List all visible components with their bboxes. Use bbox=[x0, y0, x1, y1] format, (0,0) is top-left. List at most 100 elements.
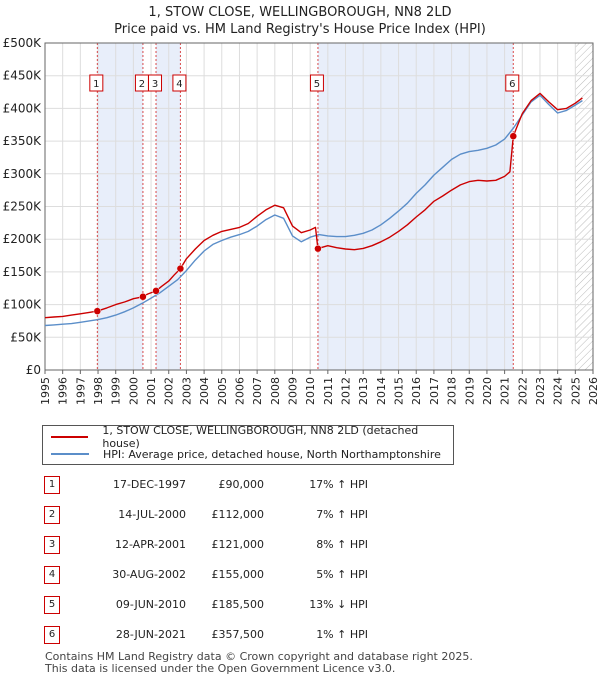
sale-hpi-diff: 1% ↑ HPI bbox=[316, 628, 368, 641]
x-tick-label: 1997 bbox=[74, 377, 87, 405]
sale-price: £155,000 bbox=[211, 568, 265, 581]
sale-label-frame bbox=[505, 74, 520, 92]
x-tick-label: 2016 bbox=[410, 377, 423, 405]
x-tick-label: 2021 bbox=[499, 377, 512, 405]
y-tick-label: £400K bbox=[3, 101, 43, 115]
sale-label-box: 3 bbox=[148, 74, 163, 92]
x-tick-label: 2001 bbox=[145, 377, 158, 405]
x-tick-label: 2009 bbox=[286, 377, 299, 405]
footer-licence: This data is licensed under the Open Gov… bbox=[45, 662, 396, 675]
y-tick-label: £150K bbox=[3, 265, 43, 279]
sale-number-badge: 6 bbox=[44, 626, 60, 644]
x-tick-label: 2005 bbox=[216, 377, 229, 405]
sale-label-number: 6 bbox=[509, 79, 515, 90]
chart-area: 1 2 3 4 5 6£0£50K£100K£150K£200K£250K£300K£35… bbox=[3, 36, 600, 405]
x-tick-label: 2024 bbox=[552, 377, 565, 405]
x-tick-label: 2008 bbox=[269, 377, 282, 405]
x-tick-label: 2007 bbox=[251, 377, 264, 405]
x-tick-label: 1998 bbox=[92, 377, 105, 405]
x-tick-label: 2015 bbox=[393, 377, 406, 405]
x-tick-label: 2019 bbox=[463, 377, 476, 405]
x-tick-label: 2006 bbox=[233, 377, 246, 405]
sale-number-badge: 5 bbox=[44, 596, 60, 614]
x-tick-label: 2010 bbox=[304, 377, 317, 405]
plot-border bbox=[44, 42, 594, 371]
x-tick-label: 2014 bbox=[375, 377, 388, 405]
sale-date: 17-DEC-1997 bbox=[112, 478, 186, 491]
y-tick-label: £50K bbox=[10, 330, 42, 344]
chart-title: 1, STOW CLOSE, WELLINGBOROUGH, NN8 2LD bbox=[148, 5, 452, 20]
y-tick-label: £250K bbox=[3, 200, 43, 214]
sale-hpi-diff: 17% ↑ HPI bbox=[309, 478, 368, 491]
sale-point bbox=[93, 307, 102, 315]
x-tick-label: 2023 bbox=[534, 377, 547, 405]
x-tick-label: 2011 bbox=[322, 377, 335, 405]
sale-label-number: 5 bbox=[314, 79, 320, 90]
sale-label-box: 2 bbox=[134, 74, 149, 92]
sale-point bbox=[509, 132, 518, 140]
x-tick-label: 2012 bbox=[340, 377, 353, 405]
sale-row: 1 17-DEC-1997 £90,000 17% ↑ HPI bbox=[42, 475, 442, 495]
sale-label-box: 4 bbox=[172, 74, 187, 92]
legend-label-hpi: HPI: Average price, detached house, Nort… bbox=[103, 447, 441, 461]
sale-label-number: 3 bbox=[152, 79, 158, 90]
sale-label-box: 1 bbox=[89, 74, 104, 92]
y-tick-label: £100K bbox=[3, 298, 43, 312]
sale-row: 3 12-APR-2001 £121,000 8% ↑ HPI bbox=[42, 535, 442, 555]
sale-number-badge: 4 bbox=[44, 566, 60, 584]
sale-price: £357,500 bbox=[211, 628, 265, 641]
sale-date: 09-JUN-2010 bbox=[115, 598, 186, 611]
legend-item-hpi: HPI: Average price, detached house, Nort… bbox=[51, 446, 441, 462]
sale-date: 14-JUL-2000 bbox=[118, 508, 186, 521]
legend-swatch-price bbox=[51, 436, 89, 438]
y-tick-label: £450K bbox=[3, 69, 43, 83]
x-tick-label: 2017 bbox=[428, 377, 441, 405]
y-tick-label: £0 bbox=[26, 363, 41, 377]
legend: 1, STOW CLOSE, WELLINGBOROUGH, NN8 2LD (… bbox=[42, 424, 454, 465]
sale-label-number: 1 bbox=[93, 79, 99, 90]
sale-price: £90,000 bbox=[218, 478, 265, 491]
sale-label-box: 5 bbox=[309, 74, 324, 92]
sale-hpi-diff: 8% ↑ HPI bbox=[316, 538, 368, 551]
y-tick-label: £500K bbox=[3, 36, 43, 50]
sale-label-number: 2 bbox=[139, 79, 145, 90]
sale-label-frame bbox=[148, 74, 163, 92]
chart-subtitle: Price paid vs. HM Land Registry's House … bbox=[114, 22, 486, 37]
sale-hpi-diff: 13% ↓ HPI bbox=[309, 598, 368, 611]
hpi-line bbox=[44, 94, 583, 327]
sale-price: £121,000 bbox=[211, 538, 265, 551]
x-tick-label: 2025 bbox=[569, 377, 582, 405]
sale-row: 6 28-JUN-2021 £357,500 1% ↑ HPI bbox=[42, 625, 442, 645]
x-tick-label: 1995 bbox=[39, 377, 52, 405]
x-tick-label: 2000 bbox=[127, 377, 140, 405]
sale-point bbox=[152, 287, 160, 295]
sale-label-number: 4 bbox=[176, 79, 182, 90]
sale-date: 30-AUG-2002 bbox=[112, 568, 186, 581]
sale-point bbox=[314, 244, 322, 253]
sale-number-badge: 1 bbox=[44, 476, 60, 494]
x-tick-label: 2004 bbox=[198, 377, 211, 405]
sale-hpi-diff: 5% ↑ HPI bbox=[316, 568, 368, 581]
y-tick-label: £200K bbox=[3, 232, 43, 246]
sale-row: 5 09-JUN-2010 £185,500 13% ↓ HPI bbox=[42, 595, 442, 615]
x-tick-label: 2018 bbox=[446, 377, 459, 405]
y-tick-label: £350K bbox=[3, 134, 43, 148]
x-tick-label: 2013 bbox=[357, 377, 370, 405]
sale-label-frame bbox=[172, 74, 187, 92]
sale-date: 28-JUN-2021 bbox=[115, 628, 186, 641]
x-tick-label: 2020 bbox=[481, 377, 494, 405]
footer: Contains HM Land Registry data © Crown c… bbox=[45, 651, 473, 675]
sale-row: 4 30-AUG-2002 £155,000 5% ↑ HPI bbox=[42, 565, 442, 585]
sale-label-frame bbox=[309, 74, 324, 92]
x-tick-label: 1996 bbox=[57, 377, 70, 405]
footer-copyright: Contains HM Land Registry data © Crown c… bbox=[45, 650, 473, 663]
legend-label-price: 1, STOW CLOSE, WELLINGBOROUGH, NN8 2LD (… bbox=[102, 424, 419, 450]
x-tick-label: 1999 bbox=[110, 377, 123, 405]
x-tick-label: 2003 bbox=[180, 377, 193, 405]
legend-item-price: 1, STOW CLOSE, WELLINGBOROUGH, NN8 2LD (… bbox=[51, 424, 453, 450]
sale-hpi-diff: 7% ↑ HPI bbox=[316, 508, 368, 521]
legend-swatch-hpi bbox=[51, 453, 89, 455]
sale-label-box: 6 bbox=[505, 74, 520, 92]
x-tick-label: 2002 bbox=[163, 377, 176, 405]
sale-number-badge: 2 bbox=[44, 506, 60, 524]
